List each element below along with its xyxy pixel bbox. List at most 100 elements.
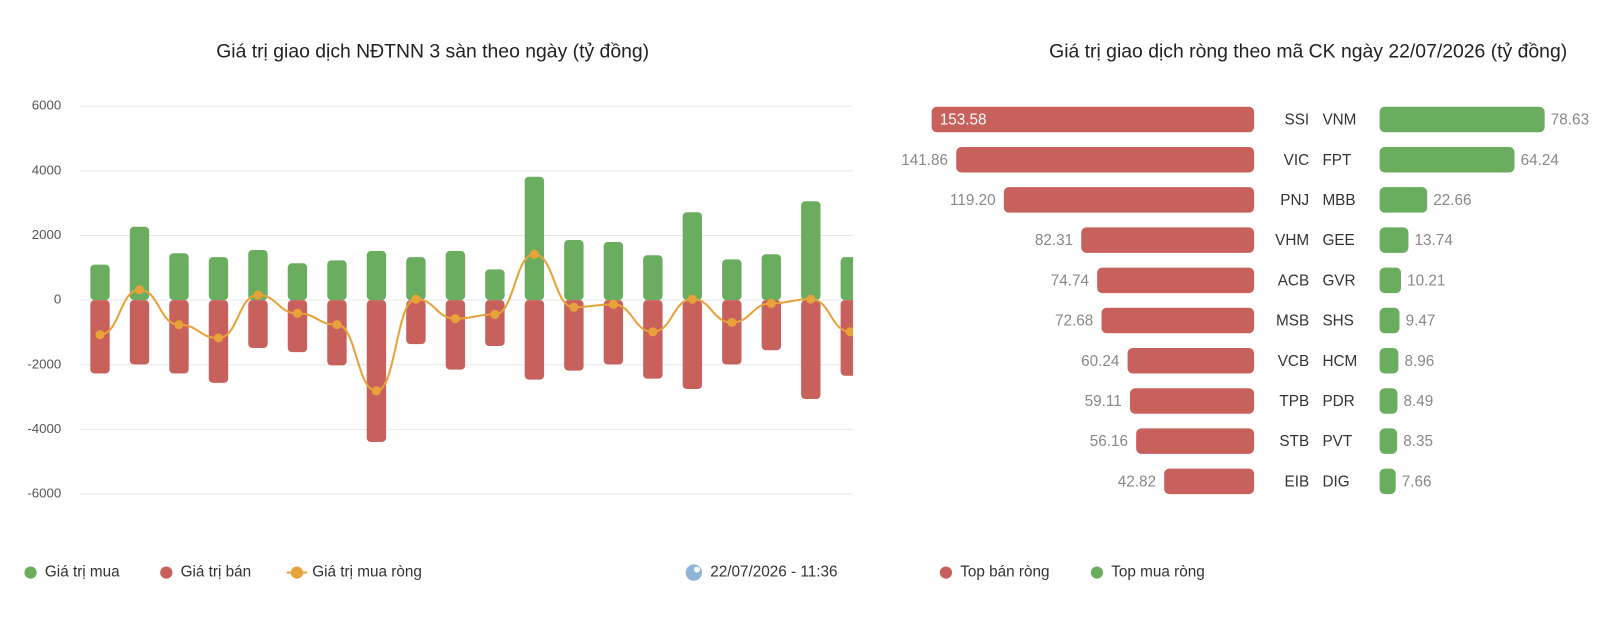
category-label: VIC xyxy=(1284,152,1310,169)
net-point xyxy=(806,294,816,304)
clip-mask xyxy=(1310,102,1319,501)
bar xyxy=(722,259,742,301)
bar xyxy=(406,257,426,301)
value-label: 74.74 xyxy=(1051,272,1090,289)
bar xyxy=(248,250,268,301)
net-point xyxy=(253,290,263,300)
x-tick-label: 09/07 xyxy=(478,504,511,519)
bar xyxy=(169,300,189,374)
value-label: 60.24 xyxy=(1081,353,1120,370)
bar xyxy=(840,300,854,376)
bar xyxy=(801,201,821,301)
category-label: EIB xyxy=(1285,473,1310,490)
bar xyxy=(1379,187,1428,213)
net-point xyxy=(687,294,697,304)
bar xyxy=(327,300,347,366)
net-point xyxy=(174,320,184,330)
legend-label: Giá trị bán xyxy=(181,564,252,581)
legend-label: Giá trị mua ròng xyxy=(312,564,422,581)
net-point xyxy=(529,249,539,259)
net-point xyxy=(213,333,224,343)
bar xyxy=(1379,267,1402,294)
value-label: 8.49 xyxy=(1404,393,1434,410)
bar xyxy=(603,300,624,365)
bar xyxy=(1136,428,1255,454)
bar xyxy=(327,260,347,301)
value-label: 8.96 xyxy=(1405,353,1435,370)
timestamp: 22/07/2026 - 11:36 xyxy=(710,564,837,581)
value-label: 59.11 xyxy=(1085,393,1122,410)
x-tick-label: 13/07 xyxy=(557,504,590,519)
bar xyxy=(1003,187,1255,213)
category-label: ACB xyxy=(1278,272,1309,289)
bar xyxy=(1379,428,1398,454)
category-label: SHS xyxy=(1322,313,1353,330)
value-label: 82.31 xyxy=(1035,232,1073,249)
bar xyxy=(287,300,308,353)
category-label: TPB xyxy=(1279,393,1309,410)
bar xyxy=(956,146,1255,173)
bar xyxy=(643,255,663,301)
category-label: SSI xyxy=(1285,112,1310,129)
net-point xyxy=(371,386,382,396)
legend-label: Top bán ròng xyxy=(960,564,1049,581)
bar xyxy=(248,300,268,348)
bar xyxy=(1129,388,1255,414)
bar xyxy=(1379,307,1400,334)
bar xyxy=(1379,347,1399,374)
chart-title: Giá trị giao dịch ròng theo mã CK ngày 2… xyxy=(1049,40,1567,62)
net-point xyxy=(292,308,303,318)
net-point xyxy=(332,320,342,330)
bar xyxy=(1081,227,1255,253)
bar xyxy=(445,300,466,370)
bar xyxy=(169,253,189,301)
category-label: GEE xyxy=(1322,232,1354,249)
bar xyxy=(1127,347,1255,374)
x-tick-label: 15/07 xyxy=(636,504,669,519)
x-tick-label: 21/07 xyxy=(794,504,827,519)
value-label: 141.86 xyxy=(901,152,948,169)
category-label: HCM xyxy=(1322,353,1357,370)
category-label: PNJ xyxy=(1280,192,1309,209)
bar xyxy=(1164,468,1255,495)
legend-label: Giá trị mua xyxy=(45,564,120,581)
net-point xyxy=(766,298,776,308)
x-tick-label: 17/07 xyxy=(715,504,748,519)
category-label: VCB xyxy=(1278,353,1309,370)
value-label: 119.20 xyxy=(950,192,996,209)
category-label: STB xyxy=(1279,433,1309,450)
y-tick-label: -2000 xyxy=(27,356,61,371)
x-tick-label: 25/06 xyxy=(83,504,116,519)
bar xyxy=(129,300,150,365)
legend-marker xyxy=(160,566,173,579)
bar xyxy=(129,226,150,301)
category-label: DIG xyxy=(1322,473,1349,490)
y-tick-label: 6000 xyxy=(32,98,61,113)
bar xyxy=(1379,227,1409,253)
bar xyxy=(406,300,426,345)
bar xyxy=(366,300,387,442)
value-label: 78.63 xyxy=(1551,112,1589,129)
bar xyxy=(366,251,387,301)
bar xyxy=(1101,307,1255,334)
y-tick-label: -4000 xyxy=(27,421,61,436)
bar xyxy=(931,106,1255,133)
legend: 22/07/2026 - 11:36 Giá trị mua Giá trị bá… xyxy=(24,564,1205,581)
x-tick-label: 01/07 xyxy=(241,504,274,519)
bar xyxy=(1379,388,1398,414)
y-tick-label: 4000 xyxy=(32,162,61,177)
net-point xyxy=(95,330,105,340)
net-point xyxy=(490,309,500,319)
value-label: 7.66 xyxy=(1402,473,1432,490)
bar xyxy=(564,240,584,301)
right-chart: SSI 153.58 VIC 141.86 PNJ 119.20 VHM 82.31 ACB 74… xyxy=(901,102,1589,501)
category-label: MBB xyxy=(1322,192,1355,209)
net-point xyxy=(845,327,854,337)
legend-marker xyxy=(1090,566,1104,579)
x-tick-label: 03/07 xyxy=(320,504,353,519)
net-point xyxy=(648,327,658,337)
plot-area: 25/06 29/06 01/07 03/07 07/07 09/07 13/07 15/07… xyxy=(83,176,854,519)
bar xyxy=(1379,146,1515,173)
bar xyxy=(287,263,308,301)
